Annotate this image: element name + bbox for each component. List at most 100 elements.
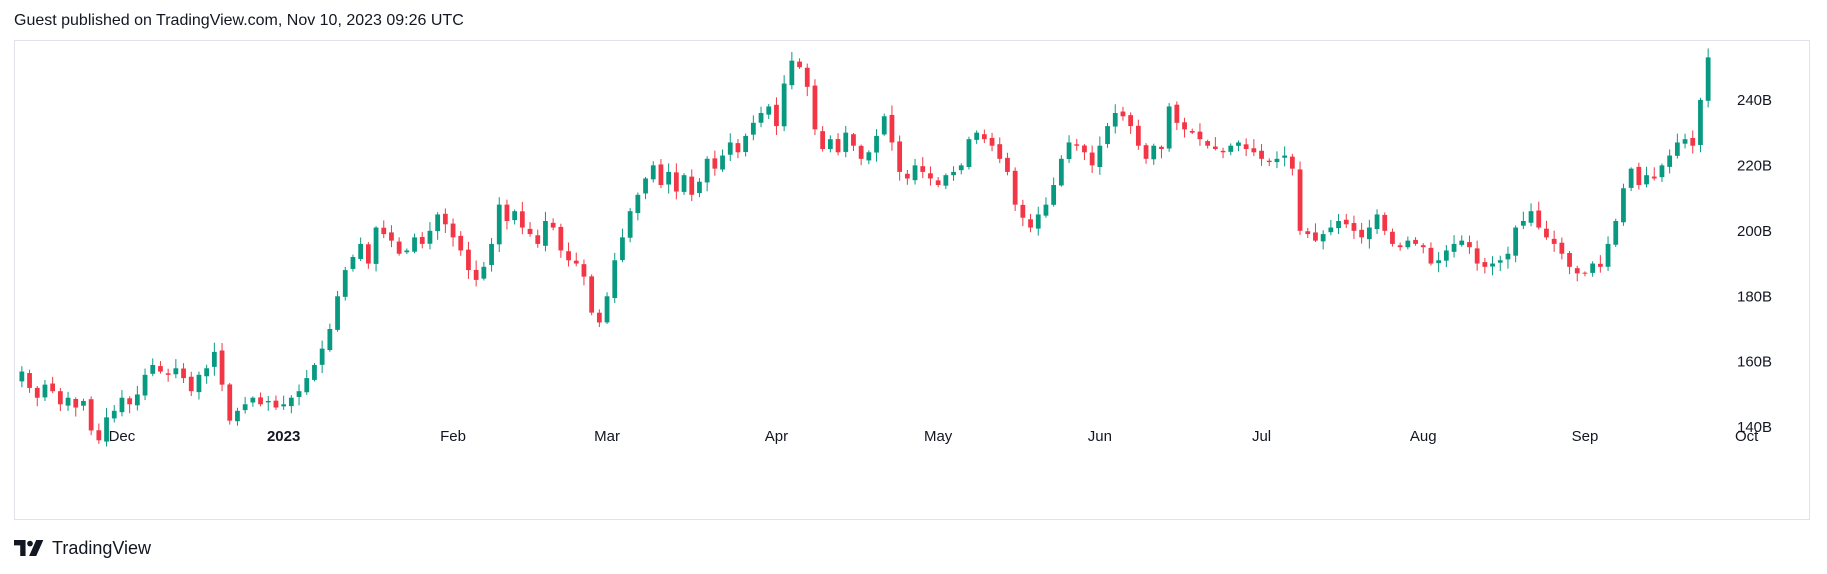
candle: [427, 222, 433, 250]
candle: [1120, 106, 1126, 121]
candle: [974, 130, 980, 144]
candle-body: [404, 250, 410, 253]
candle: [142, 368, 148, 401]
x-tick-label: 2023: [267, 428, 300, 445]
candle: [1644, 166, 1649, 188]
candle-body: [1490, 263, 1495, 267]
candle: [381, 220, 387, 239]
candle: [265, 395, 271, 411]
candle: [774, 97, 779, 135]
candle-body: [312, 365, 317, 380]
candle-body: [1667, 155, 1673, 167]
candle: [681, 173, 687, 195]
candle-body: [504, 204, 510, 221]
candle: [997, 137, 1003, 164]
x-tick-label: Aug: [1410, 428, 1437, 445]
candle: [1128, 112, 1134, 134]
candle-body: [851, 134, 856, 146]
candle: [473, 260, 479, 287]
candle-body: [235, 410, 240, 422]
candle-body: [1289, 156, 1295, 169]
candle: [1551, 230, 1557, 252]
candle-body: [1536, 210, 1542, 228]
candle: [65, 391, 71, 411]
candle-body: [1674, 142, 1680, 156]
candle-body: [1205, 141, 1211, 146]
candle-body: [1459, 240, 1465, 245]
candle-body: [1174, 104, 1180, 123]
candle: [42, 379, 48, 402]
candle-body: [165, 373, 171, 375]
candlestick-chart[interactable]: 140B 160B 180B 200B 220B 240B Dec 2023 Feb Mar Ap…: [15, 41, 1811, 521]
candle: [1428, 242, 1434, 266]
candle: [1236, 140, 1241, 152]
publish-info: Guest published on TradingView.com, Nov …: [14, 12, 464, 29]
candle-body: [1266, 160, 1272, 163]
x-tick-label: Apr: [765, 428, 788, 445]
candle: [1451, 235, 1457, 258]
candle-body: [566, 251, 571, 261]
candle-body: [1374, 214, 1380, 230]
candle: [1674, 133, 1680, 159]
candle-body: [1413, 239, 1418, 244]
candle-body: [935, 180, 941, 185]
candle: [1051, 177, 1057, 207]
candle: [943, 173, 949, 190]
chart-frame[interactable]: 140B 160B 180B 200B 220B 240B Dec 2023 Feb Mar Ap…: [14, 40, 1810, 520]
candle: [512, 209, 518, 225]
candle: [1520, 211, 1526, 230]
candle: [1497, 255, 1503, 272]
y-tick-label: 220B: [1737, 157, 1772, 174]
candle: [181, 363, 186, 383]
candle: [250, 396, 256, 407]
candle: [1528, 203, 1534, 227]
candle: [481, 261, 487, 281]
candle: [573, 252, 579, 267]
candle-body: [1236, 142, 1241, 146]
candle-body: [204, 368, 210, 377]
candle-body: [1443, 250, 1449, 261]
candle: [73, 397, 79, 417]
tradingview-footer[interactable]: TradingView: [14, 536, 151, 560]
candle-body: [573, 260, 579, 264]
candle-body: [489, 243, 494, 265]
candle-body: [273, 400, 279, 408]
candle-body: [1043, 204, 1049, 216]
candle: [211, 342, 217, 376]
candle-body: [481, 266, 487, 279]
candle: [273, 395, 279, 410]
candle: [958, 163, 964, 175]
candle-body: [1390, 231, 1395, 244]
candle-body: [34, 387, 40, 398]
candle-body: [288, 397, 294, 407]
candle-body: [743, 135, 749, 153]
candle: [27, 369, 32, 393]
candle-body: [735, 143, 741, 153]
candle-body: [1528, 211, 1534, 223]
candle: [1220, 147, 1226, 159]
candle-body: [389, 232, 394, 241]
candle: [527, 222, 533, 237]
time-axis[interactable]: Dec2023FebMarAprMayJunJulAugSepOctNov: [109, 428, 1811, 445]
candle-body: [319, 348, 325, 365]
candle-body: [1359, 229, 1365, 238]
candles-group: [19, 48, 1711, 447]
candle: [312, 363, 317, 382]
candle-body: [1497, 260, 1503, 263]
candle: [781, 75, 787, 132]
candle: [750, 115, 756, 141]
candle: [851, 132, 856, 152]
candle-body: [42, 384, 48, 398]
candle: [412, 233, 417, 254]
candle: [1459, 235, 1465, 247]
price-axis[interactable]: 140B 160B 180B 200B 220B 240B: [1737, 92, 1772, 436]
candle-body: [981, 134, 987, 140]
candle: [843, 125, 849, 158]
candle-body: [912, 165, 918, 181]
candle-body: [1574, 268, 1580, 274]
candle-body: [712, 158, 718, 169]
candle-body: [134, 394, 140, 406]
candle-body: [1143, 145, 1149, 159]
candle: [296, 384, 302, 406]
candle: [1197, 123, 1203, 146]
